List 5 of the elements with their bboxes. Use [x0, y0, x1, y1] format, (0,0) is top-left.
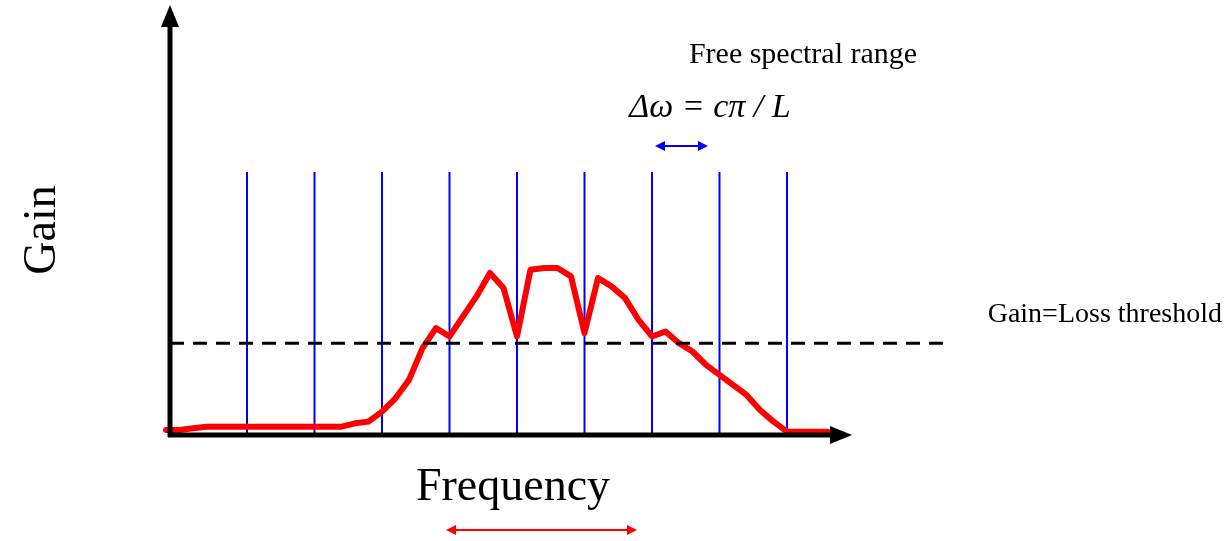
text: Free spectral range [688, 36, 918, 69]
y-axis-title: Gain [14, 185, 65, 275]
text: Δω = cπ / L [627, 87, 791, 124]
ref-line-label: Gain=Loss threshold [987, 297, 1222, 329]
x-axis-title: Frequency [415, 459, 611, 510]
